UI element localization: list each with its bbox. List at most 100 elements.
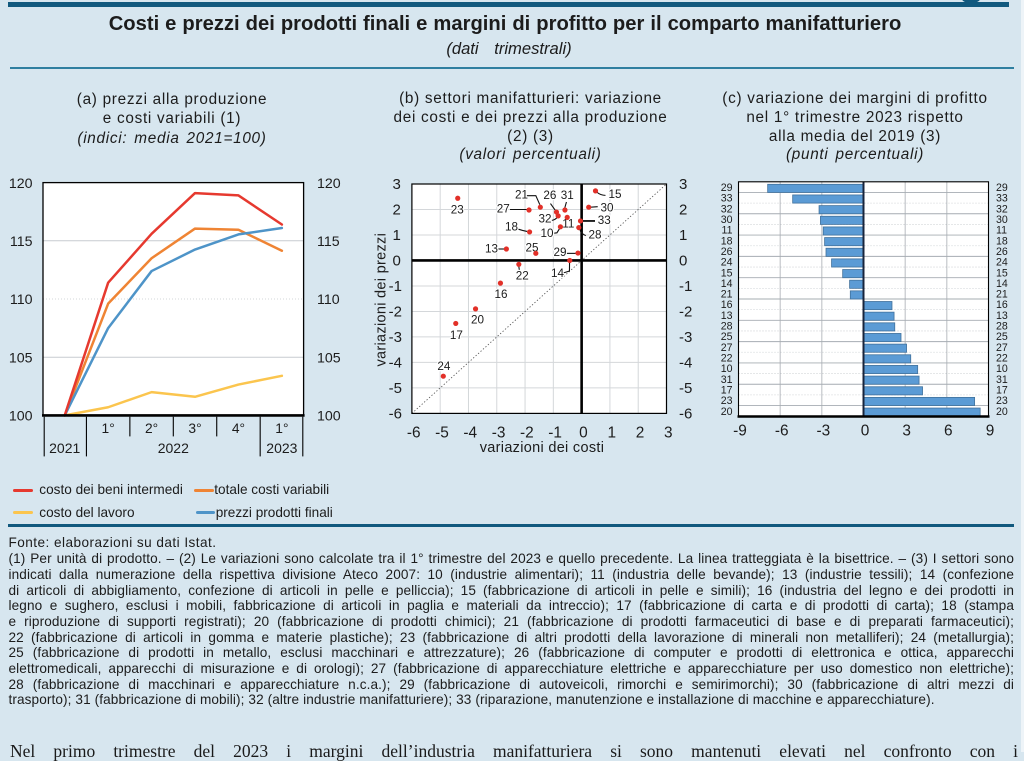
- svg-text:0: 0: [579, 424, 588, 441]
- svg-text:-6: -6: [775, 423, 789, 440]
- svg-text:14: 14: [551, 267, 565, 280]
- svg-text:0: 0: [861, 423, 870, 440]
- svg-text:-2: -2: [389, 304, 402, 321]
- svg-text:32: 32: [996, 203, 1008, 215]
- svg-text:3: 3: [664, 424, 673, 441]
- svg-text:-1: -1: [679, 278, 692, 295]
- svg-text:6: 6: [944, 423, 953, 440]
- svg-text:3: 3: [679, 176, 687, 193]
- svg-text:-3: -3: [389, 329, 402, 346]
- svg-text:24: 24: [996, 257, 1008, 269]
- svg-text:1°: 1°: [275, 421, 288, 436]
- svg-text:14: 14: [721, 278, 733, 290]
- svg-text:22: 22: [996, 353, 1008, 365]
- svg-text:13: 13: [721, 310, 733, 322]
- svg-text:33: 33: [598, 214, 611, 227]
- svg-text:110: 110: [317, 292, 340, 308]
- svg-text:-4: -4: [679, 355, 692, 372]
- svg-text:26: 26: [996, 246, 1008, 258]
- svg-text:115: 115: [10, 234, 33, 250]
- svg-text:1: 1: [392, 227, 400, 244]
- svg-text:16: 16: [996, 299, 1008, 311]
- svg-text:10: 10: [996, 363, 1008, 375]
- svg-text:13: 13: [485, 242, 498, 255]
- svg-text:20: 20: [471, 314, 485, 327]
- svg-text:30: 30: [601, 202, 615, 215]
- svg-text:21: 21: [996, 289, 1008, 301]
- svg-text:33: 33: [721, 193, 733, 205]
- svg-text:120: 120: [317, 176, 341, 192]
- svg-text:-6: -6: [389, 406, 402, 423]
- svg-text:11: 11: [722, 225, 733, 237]
- svg-text:15: 15: [609, 188, 623, 201]
- svg-text:13: 13: [996, 310, 1008, 322]
- svg-text:3°: 3°: [188, 421, 201, 436]
- svg-text:-6: -6: [407, 424, 421, 441]
- svg-text:31: 31: [996, 374, 1008, 386]
- svg-text:100: 100: [9, 409, 33, 425]
- svg-text:18: 18: [721, 235, 733, 247]
- svg-text:2: 2: [392, 202, 400, 219]
- svg-text:20: 20: [996, 406, 1008, 418]
- svg-text:variazioni dei prezzi: variazioni dei prezzi: [374, 233, 390, 367]
- svg-text:2022: 2022: [158, 440, 189, 456]
- svg-text:-1: -1: [548, 424, 562, 441]
- svg-text:3: 3: [902, 423, 911, 440]
- svg-text:9: 9: [986, 423, 995, 440]
- svg-text:-9: -9: [733, 423, 747, 440]
- svg-text:1: 1: [679, 227, 687, 244]
- svg-text:28: 28: [996, 321, 1008, 333]
- svg-text:110: 110: [10, 292, 33, 308]
- svg-text:2023: 2023: [266, 440, 297, 456]
- svg-text:31: 31: [561, 189, 574, 202]
- svg-text:105: 105: [9, 350, 33, 366]
- svg-text:2: 2: [679, 202, 687, 219]
- svg-text:26: 26: [543, 189, 556, 202]
- svg-text:30: 30: [721, 214, 733, 226]
- svg-text:21: 21: [721, 289, 733, 301]
- svg-text:105: 105: [317, 350, 341, 366]
- svg-text:23: 23: [451, 204, 464, 217]
- svg-text:11: 11: [562, 218, 574, 231]
- svg-text:22: 22: [516, 270, 529, 283]
- svg-text:27: 27: [721, 342, 733, 354]
- svg-text:30: 30: [996, 214, 1008, 226]
- svg-text:10: 10: [721, 363, 733, 375]
- svg-text:15: 15: [996, 267, 1008, 279]
- svg-text:29: 29: [553, 246, 566, 259]
- svg-text:16: 16: [494, 288, 507, 301]
- svg-text:25: 25: [721, 331, 733, 343]
- svg-text:26: 26: [721, 246, 733, 258]
- svg-text:-5: -5: [679, 380, 692, 397]
- svg-text:31: 31: [721, 374, 733, 386]
- svg-text:2: 2: [636, 424, 645, 441]
- svg-text:28: 28: [589, 229, 602, 242]
- svg-text:-2: -2: [520, 424, 534, 441]
- svg-text:-5: -5: [389, 380, 402, 397]
- svg-text:18: 18: [996, 235, 1008, 247]
- svg-text:23: 23: [996, 395, 1008, 407]
- svg-text:15: 15: [721, 267, 733, 279]
- svg-text:32: 32: [538, 213, 551, 226]
- svg-text:11: 11: [996, 225, 1007, 237]
- svg-text:3: 3: [392, 176, 400, 193]
- svg-text:20: 20: [721, 406, 733, 418]
- svg-text:29: 29: [721, 182, 733, 194]
- svg-text:23: 23: [721, 395, 733, 407]
- svg-text:17: 17: [996, 384, 1008, 396]
- svg-text:120: 120: [9, 176, 33, 192]
- svg-text:-3: -3: [492, 424, 506, 441]
- svg-text:29: 29: [996, 182, 1008, 194]
- svg-text:24: 24: [721, 257, 733, 269]
- svg-text:2°: 2°: [145, 421, 158, 436]
- svg-text:28: 28: [721, 321, 733, 333]
- svg-text:-4: -4: [463, 424, 477, 441]
- svg-text:16: 16: [721, 299, 733, 311]
- svg-text:14: 14: [996, 278, 1008, 290]
- svg-text:25: 25: [996, 331, 1008, 343]
- svg-text:-4: -4: [389, 355, 402, 372]
- svg-text:4°: 4°: [232, 421, 245, 436]
- svg-text:-6: -6: [679, 406, 692, 423]
- svg-text:-3: -3: [816, 423, 830, 440]
- svg-text:27: 27: [996, 342, 1008, 354]
